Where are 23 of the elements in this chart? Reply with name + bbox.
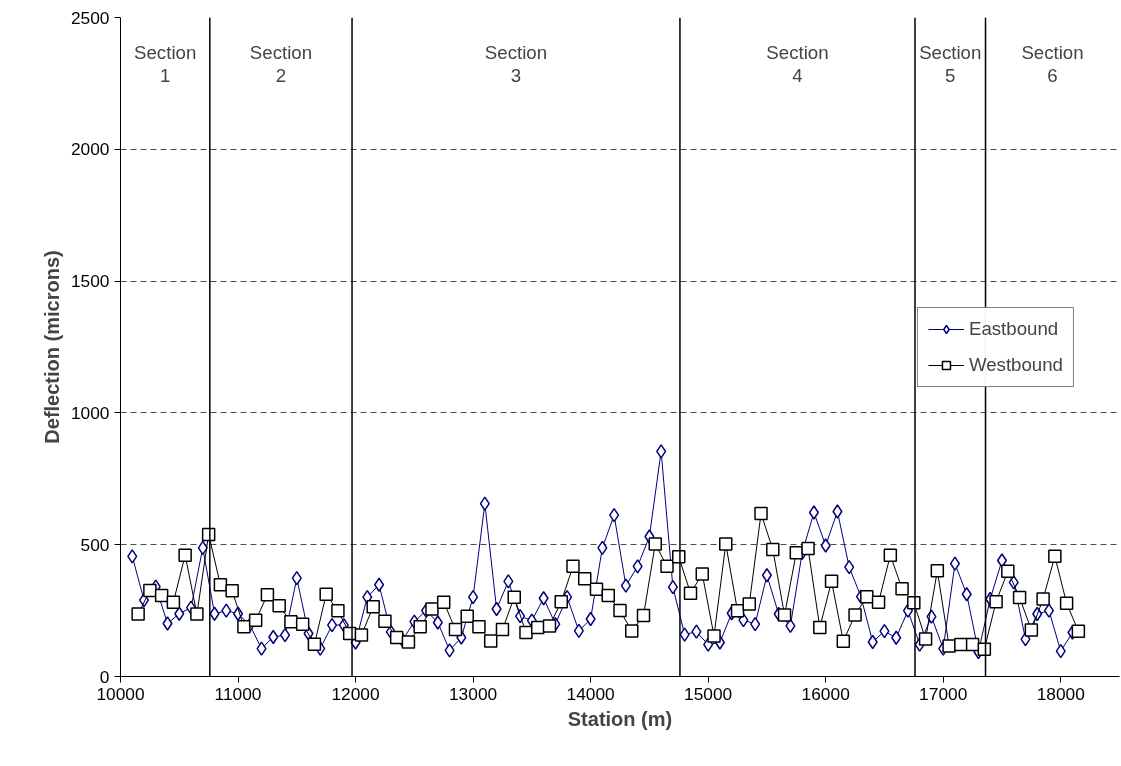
- annotation: Section 3: [484, 41, 548, 86]
- x-tick-label: 17000: [919, 683, 968, 704]
- y-tick-label: 2500: [70, 7, 110, 28]
- x-tick-label: 11000: [214, 683, 262, 704]
- annotation: Section 6: [1021, 41, 1084, 86]
- annotation: Section 1: [134, 41, 197, 86]
- annotation: Section 2: [249, 41, 313, 86]
- x-tick-label: 14000: [566, 683, 615, 704]
- x-tick-label: 15000: [684, 683, 733, 704]
- legend-label: Eastbound: [968, 317, 1059, 340]
- x-tick-label: 18000: [1036, 683, 1085, 704]
- x-tick-label: 12000: [331, 683, 380, 704]
- annotation: Section 4: [766, 41, 829, 86]
- y-tick-label: 1500: [70, 271, 110, 292]
- y-axis-title: Deflection (microns): [40, 250, 63, 444]
- x-tick-label: 16000: [801, 683, 850, 704]
- x-axis-title: Station (m): [567, 707, 673, 730]
- y-tick-label: 500: [80, 534, 110, 555]
- legend-label: Westbound: [968, 353, 1063, 376]
- y-tick-label: 1000: [70, 402, 110, 423]
- x-tick-label: 13000: [449, 683, 498, 704]
- annotation: Section 5: [919, 41, 982, 86]
- y-tick-label: 2000: [70, 139, 110, 160]
